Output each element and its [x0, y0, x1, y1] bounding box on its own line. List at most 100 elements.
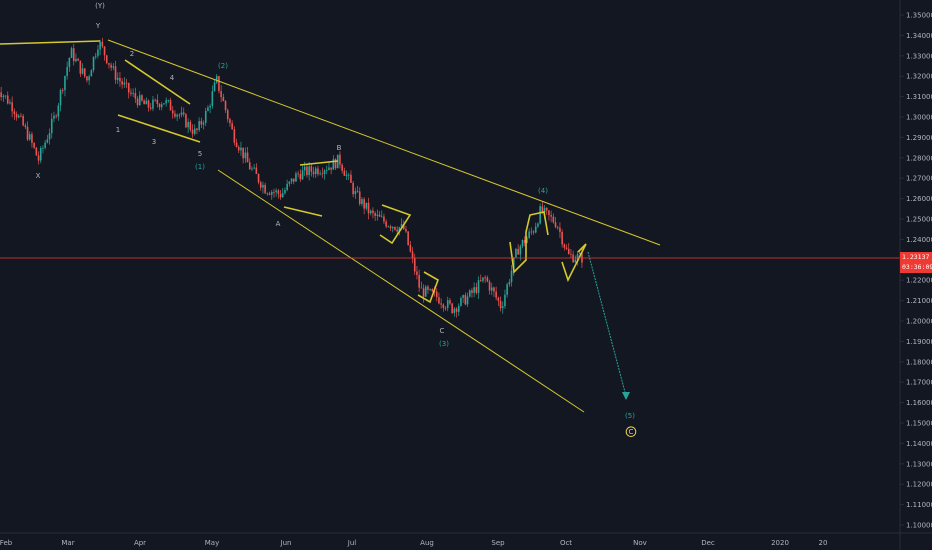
candle-body: [501, 306, 504, 309]
candle-body: [72, 48, 75, 62]
candle-body: [20, 115, 22, 117]
wave-label[interactable]: B: [337, 144, 342, 152]
candle-body: [554, 222, 557, 228]
candle-body: [523, 239, 526, 243]
top-trendline[interactable]: [107, 39, 661, 246]
candle-body: [314, 168, 317, 175]
candle-body: [152, 99, 154, 109]
candle-body: [279, 193, 282, 198]
high-line[interactable]: [0, 40, 101, 45]
candle-body: [281, 193, 284, 198]
candle-body: [207, 107, 209, 111]
candle-body: [308, 166, 310, 176]
wave-label[interactable]: C: [440, 327, 445, 335]
candle-body: [543, 207, 546, 213]
x-tick-label: Oct: [560, 539, 572, 547]
candle-body: [420, 287, 423, 289]
projection-line[interactable]: [587, 251, 627, 397]
candle-body: [578, 252, 581, 255]
candle-body: [391, 226, 394, 229]
oct-wedge[interactable]: [561, 243, 587, 283]
candle-body: [55, 115, 57, 117]
candle-body: [224, 101, 227, 111]
candle-body: [440, 303, 442, 305]
flag-line-2[interactable]: [283, 206, 323, 217]
candle-body: [334, 159, 337, 169]
candle-body: [86, 76, 88, 81]
flag-line-1[interactable]: [299, 160, 339, 166]
wave-label[interactable]: (1): [195, 163, 205, 171]
y-tick-label: 1.30000: [906, 114, 932, 122]
candle-body: [61, 90, 64, 91]
drawings: [0, 39, 661, 413]
july-flag[interactable]: [379, 204, 412, 245]
candle-body: [519, 246, 522, 255]
candle-body: [147, 100, 150, 108]
candle-body: [288, 181, 291, 184]
wave-label[interactable]: Y: [95, 22, 101, 30]
candle-body: [499, 300, 502, 309]
candle-body: [446, 300, 449, 309]
candle-body: [226, 110, 229, 120]
candle-body: [251, 168, 253, 170]
candle-body: [6, 95, 9, 104]
candle-body: [240, 147, 242, 151]
candle-body: [125, 82, 128, 84]
candle-body: [576, 254, 579, 260]
wave-label[interactable]: 1: [116, 126, 120, 134]
wave-label[interactable]: (2): [218, 62, 228, 70]
x-tick-label: Nov: [633, 539, 647, 547]
candle-body: [559, 227, 561, 232]
candle-body: [488, 281, 491, 291]
wave-label[interactable]: A: [276, 220, 281, 228]
wave-label[interactable]: (Y): [95, 2, 105, 10]
candle-body: [539, 206, 541, 224]
wave-label[interactable]: 4: [170, 74, 175, 82]
candle-body: [116, 77, 119, 80]
candle-body: [37, 155, 40, 161]
candle-body: [493, 287, 495, 292]
wave-label[interactable]: 5: [198, 150, 202, 158]
candle-body: [552, 216, 555, 223]
wave-label[interactable]: 2: [130, 50, 134, 58]
candle-body: [424, 286, 427, 297]
wave-label[interactable]: (3): [439, 340, 449, 348]
x-tick-label: Mar: [61, 539, 74, 547]
candle-body: [185, 114, 187, 128]
candle-body: [466, 296, 469, 305]
candle-body: [534, 226, 537, 233]
candle-body: [189, 121, 192, 130]
candle-body: [255, 167, 258, 174]
candle-body: [211, 91, 214, 106]
y-tick-label: 1.13000: [906, 460, 932, 468]
candle-body: [495, 291, 497, 298]
candle-body: [0, 92, 2, 98]
wave-label[interactable]: 3: [152, 138, 156, 146]
wave-label[interactable]: (5): [625, 412, 635, 420]
candle-body: [409, 245, 412, 252]
wave-label[interactable]: (4): [538, 187, 548, 195]
candle-body: [563, 244, 566, 248]
candle-body: [398, 227, 401, 232]
aug-flag[interactable]: [417, 271, 439, 304]
triangle-lower[interactable]: [117, 114, 201, 143]
candle-body: [253, 167, 255, 169]
sep-zigzag[interactable]: [509, 211, 549, 274]
candle-body: [31, 134, 33, 143]
triangle-upper[interactable]: [124, 59, 191, 105]
candle-body: [44, 142, 46, 148]
candle-body: [378, 214, 381, 217]
y-tick-label: 1.28000: [906, 154, 932, 162]
bottom-trendline[interactable]: [217, 169, 585, 413]
y-tick-label: 1.16000: [906, 399, 932, 407]
y-tick-label: 1.26000: [906, 195, 932, 203]
candle-body: [90, 70, 93, 77]
candle-body: [222, 97, 225, 102]
candle-body: [24, 125, 27, 127]
candle-body: [339, 154, 341, 165]
candle-body: [138, 95, 141, 106]
wave-label[interactable]: C: [629, 428, 634, 436]
x-tick-label: May: [205, 539, 219, 547]
wave-label[interactable]: X: [36, 172, 41, 180]
